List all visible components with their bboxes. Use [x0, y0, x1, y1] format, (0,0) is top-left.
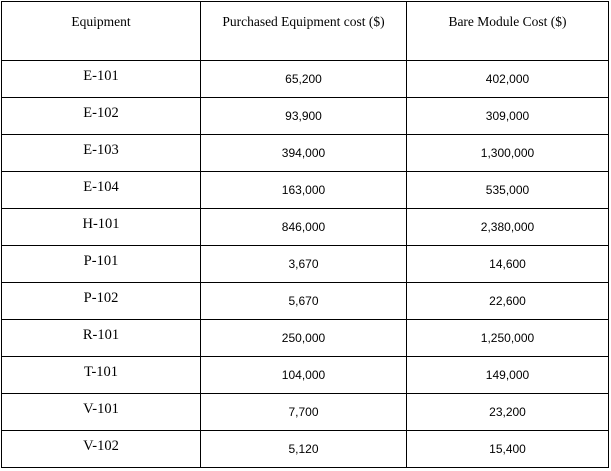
purchased-cost-cell: 3,670: [200, 245, 407, 283]
table-row: V-101 7,700 23,200: [1, 393, 609, 431]
equipment-cell: E-101: [1, 60, 201, 98]
table-row: V-102 5,120 15,400: [1, 430, 609, 468]
purchased-cost-cell: 163,000: [200, 171, 407, 209]
purchased-cost-cell: 250,000: [200, 319, 407, 357]
equipment-cell: H-101: [1, 208, 201, 246]
header-row: Equipment Purchased Equipment cost ($) B…: [1, 1, 609, 61]
equipment-cell: E-102: [1, 97, 201, 135]
table-row: E-104 163,000 535,000: [1, 171, 609, 209]
purchased-cost-cell: 5,670: [200, 282, 407, 320]
purchased-cost-cell: 65,200: [200, 60, 407, 98]
table-row: E-102 93,900 309,000: [1, 97, 609, 135]
bare-module-cost-cell: 535,000: [406, 171, 609, 209]
equipment-cell: P-101: [1, 245, 201, 283]
bare-module-cost-cell: 309,000: [406, 97, 609, 135]
purchased-cost-cell: 7,700: [200, 393, 407, 431]
equipment-cell: V-101: [1, 393, 201, 431]
equipment-cell: R-101: [1, 319, 201, 357]
purchased-cost-cell: 104,000: [200, 356, 407, 394]
bare-module-cost-cell: 15,400: [406, 430, 609, 468]
header-equipment: Equipment: [1, 1, 201, 61]
bare-module-cost-cell: 1,300,000: [406, 134, 609, 172]
equipment-cell: E-104: [1, 171, 201, 209]
purchased-cost-cell: 5,120: [200, 430, 407, 468]
table-row: P-102 5,670 22,600: [1, 282, 609, 320]
bare-module-cost-cell: 149,000: [406, 356, 609, 394]
purchased-cost-cell: 394,000: [200, 134, 407, 172]
bare-module-cost-cell: 23,200: [406, 393, 609, 431]
equipment-cell: P-102: [1, 282, 201, 320]
table-row: R-101 250,000 1,250,000: [1, 319, 609, 357]
table-row: E-103 394,000 1,300,000: [1, 134, 609, 172]
bare-module-cost-cell: 22,600: [406, 282, 609, 320]
purchased-cost-cell: 93,900: [200, 97, 407, 135]
table-row: P-101 3,670 14,600: [1, 245, 609, 283]
header-purchased-equipment-cost: Purchased Equipment cost ($): [200, 1, 407, 61]
bare-module-cost-cell: 2,380,000: [406, 208, 609, 246]
equipment-cell: T-101: [1, 356, 201, 394]
bare-module-cost-cell: 14,600: [406, 245, 609, 283]
bare-module-cost-cell: 402,000: [406, 60, 609, 98]
equipment-cell: E-103: [1, 134, 201, 172]
equipment-cell: V-102: [1, 430, 201, 468]
bare-module-cost-cell: 1,250,000: [406, 319, 609, 357]
table-row: T-101 104,000 149,000: [1, 356, 609, 394]
header-bare-module-cost: Bare Module Cost ($): [406, 1, 609, 61]
purchased-cost-cell: 846,000: [200, 208, 407, 246]
table-row: E-101 65,200 402,000: [1, 60, 609, 98]
table-row: H-101 846,000 2,380,000: [1, 208, 609, 246]
